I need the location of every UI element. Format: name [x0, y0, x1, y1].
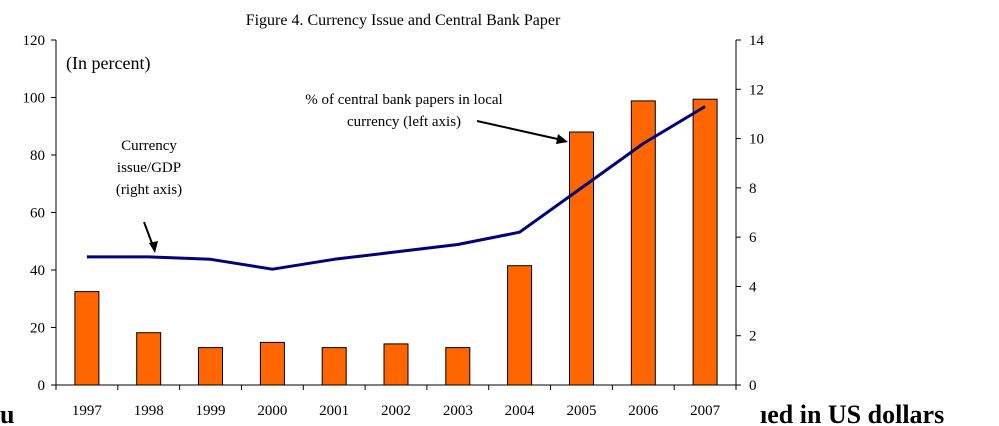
x-tick-label-2002: 2002	[381, 403, 411, 419]
x-tick-label-1999: 1999	[196, 403, 226, 419]
bar-2005	[569, 131, 594, 386]
right-tick-label-4: 4	[749, 279, 757, 295]
bars-annotation-line1: % of central bank papers in local	[305, 92, 502, 108]
x-tick-label-1998: 1998	[134, 403, 164, 419]
x-tick-label-2005: 2005	[566, 403, 596, 419]
page-text-fragment-left: u	[0, 400, 15, 426]
left-tick-label-0: 0	[38, 378, 46, 394]
page-text-fragment-right: ıed in US dollars	[760, 400, 945, 426]
x-axis-ticks: 1997 1998 1999 2000 2001 2002 2003 2004 2005 2006…	[55, 385, 737, 419]
x-tick-label-2001: 2001	[319, 403, 349, 419]
x-tick-label-2003: 2003	[443, 403, 473, 419]
line-annotation-arrowhead	[149, 241, 158, 253]
right-tick-label-14: 14	[749, 33, 765, 49]
left-tick-label-40: 40	[30, 263, 45, 279]
left-tick-label-80: 80	[30, 148, 45, 164]
currency-issue-line	[86, 105, 706, 271]
right-tick-label-12: 12	[749, 82, 764, 98]
line-annotation-line2: issue/GDP	[117, 160, 181, 176]
bar-2003	[445, 347, 471, 386]
left-tick-label-100: 100	[23, 91, 46, 107]
line-series-group	[86, 105, 706, 271]
right-tick-label-8: 8	[749, 181, 757, 197]
bar-2002	[383, 343, 409, 386]
right-tick-label-2: 2	[749, 329, 757, 345]
bars-annotation-line2: currency (left axis)	[347, 114, 461, 130]
line-annotation: Currency issue/GDP (right axis)	[116, 138, 182, 253]
bar-2004	[507, 265, 533, 386]
x-tick-label-2000: 2000	[257, 403, 287, 419]
bar-2001	[321, 347, 347, 386]
chart-title: Figure 4. Currency Issue and Central Ban…	[246, 12, 561, 29]
right-tick-label-6: 6	[749, 230, 757, 246]
unit-note: (In percent)	[66, 53, 150, 74]
x-tick-label-2004: 2004	[505, 403, 536, 419]
left-tick-label-120: 120	[23, 33, 46, 49]
bars-annotation-arrowhead	[556, 134, 568, 144]
right-axis-ticks: 0 2 4 6 8 10 12 14	[736, 33, 765, 394]
bar-2000	[259, 341, 285, 386]
x-tick-label-1997: 1997	[72, 403, 103, 419]
x-tick-label-2007: 2007	[690, 403, 721, 419]
bar-2007	[692, 98, 718, 386]
line-annotation-line1: Currency	[121, 138, 177, 154]
bar-1997	[74, 291, 100, 386]
line-annotation-line3: (right axis)	[116, 182, 182, 198]
right-tick-label-0: 0	[749, 378, 757, 394]
x-tick-label-2006: 2006	[628, 403, 659, 419]
left-tick-label-20: 20	[30, 321, 45, 337]
bar-1999	[198, 347, 223, 386]
bars-annotation-arrow	[476, 120, 563, 141]
line-annotation-arrow	[143, 221, 154, 247]
right-tick-label-10: 10	[749, 132, 764, 148]
bars-annotation: % of central bank papers in local curren…	[305, 92, 568, 144]
left-tick-label-60: 60	[30, 206, 45, 222]
left-axis-ticks: 0 20 40 60 80 100 120	[23, 33, 56, 394]
bar-1998	[136, 332, 162, 386]
